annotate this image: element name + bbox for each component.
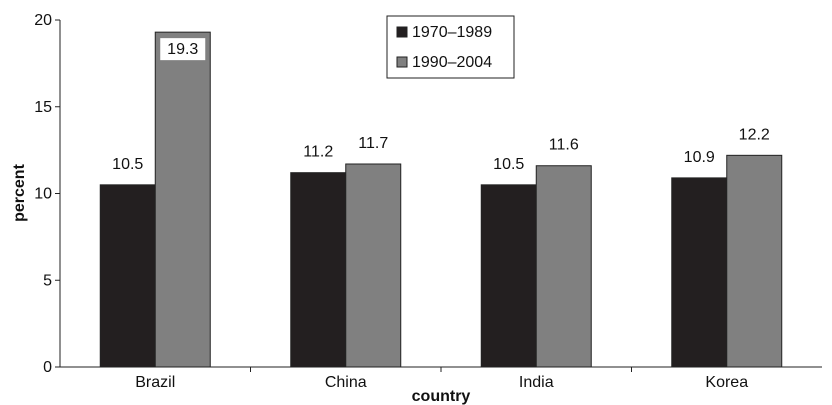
data-label-brazil-1970-1989: 10.5 [112, 156, 143, 173]
x-axis-ticks: Brazil China India Korea [135, 367, 748, 391]
bar-india-1970-1989 [480, 184, 537, 368]
x-tick-label-china: China [325, 374, 367, 391]
bar-korea-1970-1989 [671, 177, 728, 368]
legend: 1970–1989 1990–2004 [386, 15, 515, 79]
y-tick-label: 0 [43, 359, 52, 376]
legend-swatch-1990-2004 [396, 56, 408, 68]
bar-korea-1990-2004 [726, 154, 783, 368]
x-axis-title: country [412, 388, 471, 405]
data-label-china-1970-1989: 11.2 [303, 144, 333, 161]
y-tick-label: 5 [43, 272, 52, 289]
bar-china-1970-1989 [290, 172, 347, 368]
y-tick-label: 20 [34, 12, 52, 29]
data-label-korea-1970-1989: 10.9 [684, 149, 715, 166]
bars-layer [99, 31, 783, 368]
y-axis-title: percent [11, 163, 28, 221]
data-labels-layer: 10.5 19.3 11.2 11.7 10.5 11.6 10.9 12.2 [112, 38, 770, 173]
bar-india-1990-2004 [535, 165, 592, 368]
x-tick-label-korea: Korea [705, 374, 748, 391]
legend-label-1970-1989: 1970–1989 [412, 24, 492, 41]
legend-label-1990-2004: 1990–2004 [412, 54, 492, 71]
x-tick-label-brazil: Brazil [135, 374, 175, 391]
data-label-background [160, 38, 206, 61]
data-label-india-1970-1989: 10.5 [493, 156, 524, 173]
data-label-china-1990-2004: 11.7 [358, 135, 388, 152]
data-label-korea-1990-2004: 12.2 [739, 126, 770, 143]
bar-brazil-1990-2004 [154, 31, 211, 368]
y-tick-label: 10 [34, 186, 52, 203]
y-axis-ticks: 0 5 10 15 20 [34, 12, 60, 376]
bar-china-1990-2004 [345, 163, 402, 368]
bar-brazil-1970-1989 [99, 184, 156, 368]
data-label-india-1990-2004: 11.6 [549, 137, 579, 154]
legend-swatch-1970-1989 [396, 26, 408, 38]
y-tick-label: 15 [34, 99, 52, 116]
x-tick-label-india: India [519, 374, 554, 391]
data-label-brazil-1990-2004: 19.3 [167, 41, 198, 58]
legend-box [386, 15, 515, 79]
